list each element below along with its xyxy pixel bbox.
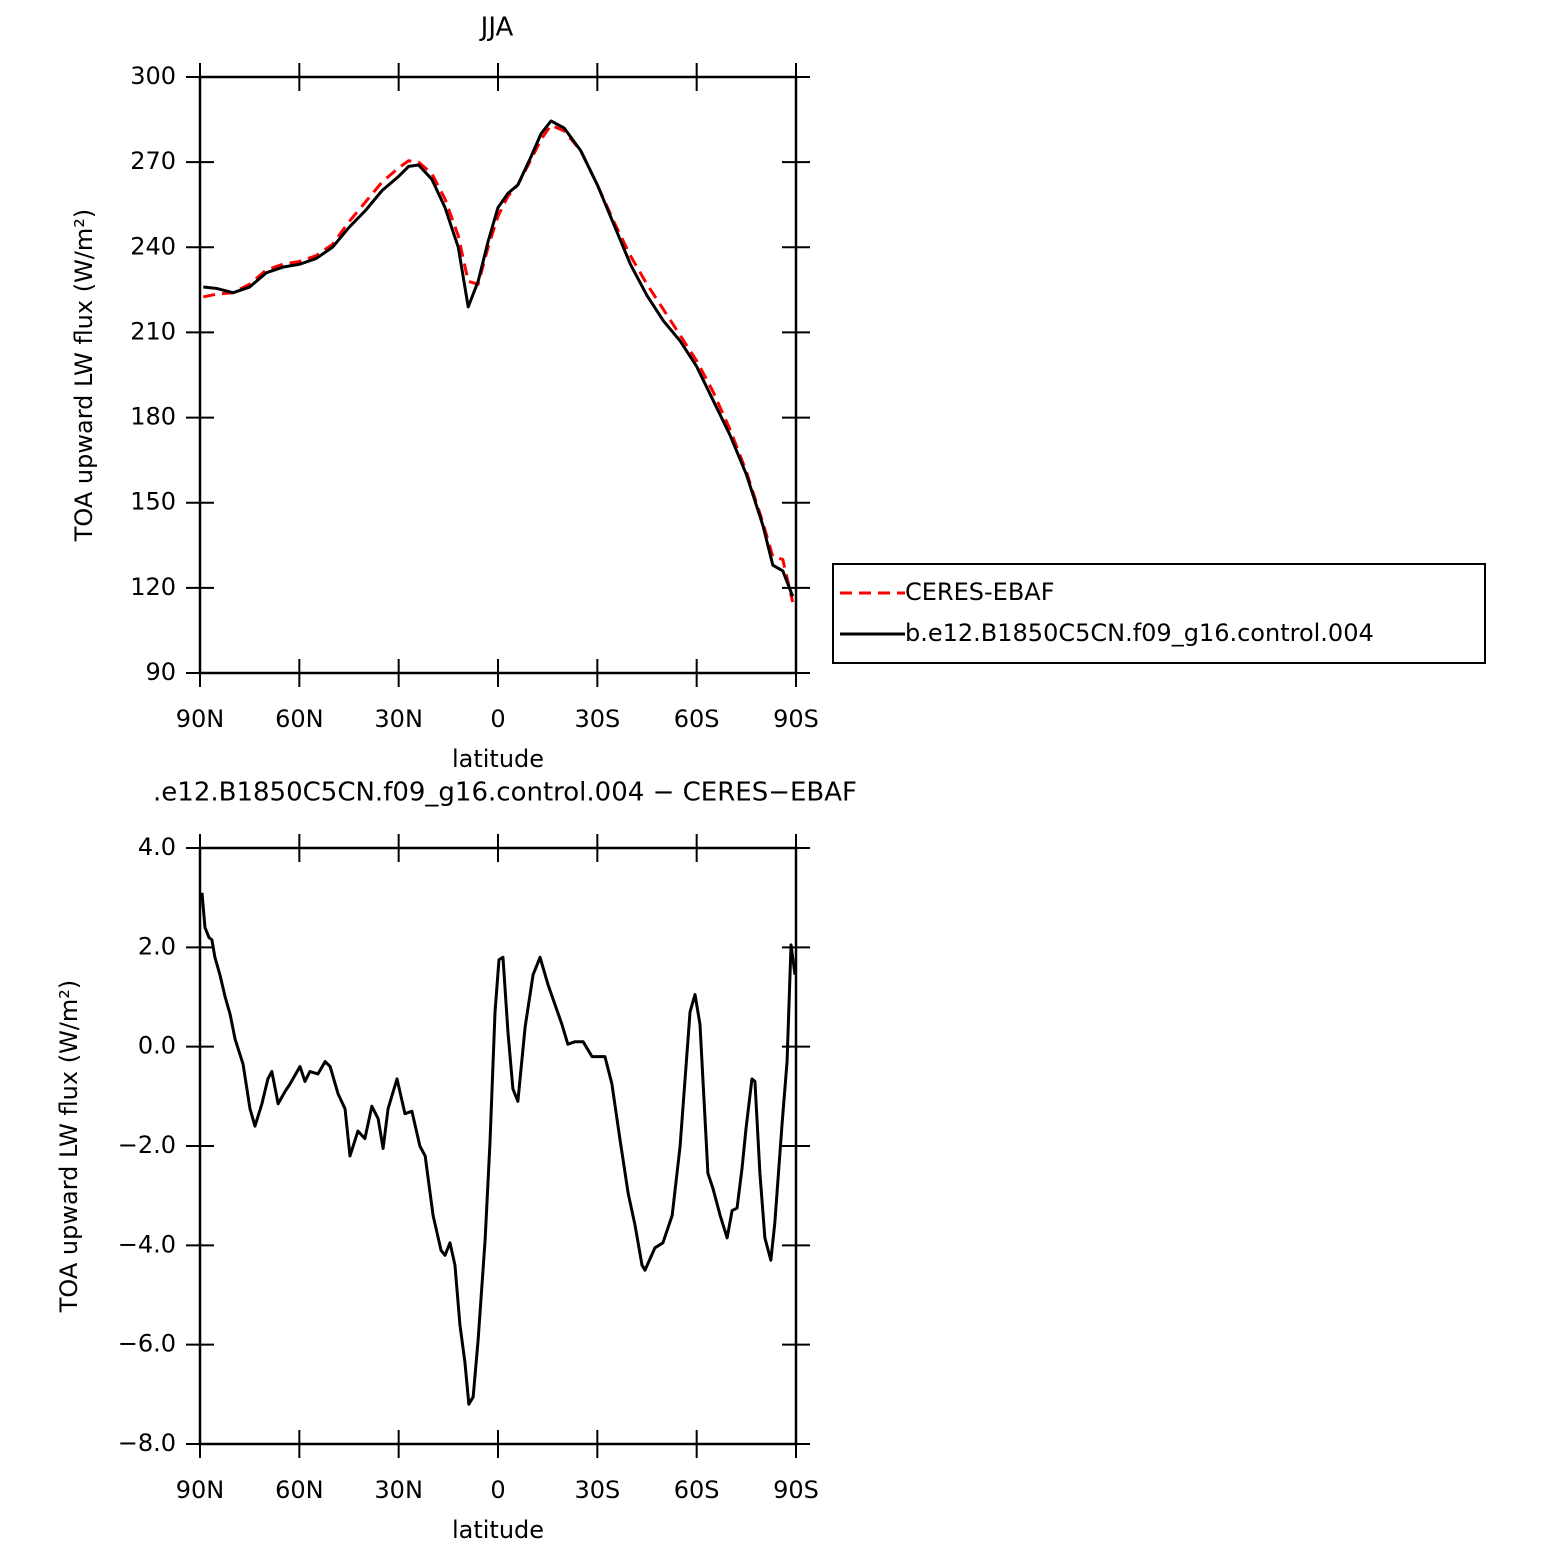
x-axis-label: latitude [452,1516,544,1544]
x-tick-label: 90N [176,705,225,733]
data-line [200,892,797,1406]
y-tick-label: 270 [130,147,176,175]
y-tick-label: 0.0 [138,1032,176,1060]
y-tick-label: 4.0 [138,833,176,861]
data-line [203,119,795,597]
legend-box [832,563,1486,664]
y-tick-label: 2.0 [138,932,176,960]
y-tick-label: −8.0 [118,1429,176,1457]
chart-title: JJA [479,13,514,43]
data-line [202,123,795,603]
x-tick-label: 30S [574,1476,620,1504]
chart-title: .e12.B1850C5CN.f09_g16.control.004 − CER… [153,778,857,808]
x-tick-label: 0 [490,705,505,733]
x-axis-label: latitude [452,745,544,773]
x-tick-label: 60S [674,1476,720,1504]
y-tick-label: 180 [130,403,176,431]
x-tick-label: 30S [574,705,620,733]
y-tick-label: 90 [145,658,176,686]
y-tick-label: 240 [130,232,176,260]
y-tick-label: −4.0 [118,1230,176,1258]
legend-label: CERES-EBAF [905,578,1055,606]
y-axis-label: TOA upward LW flux (W/m²) [55,980,83,1314]
y-tick-label: 210 [130,317,176,345]
x-tick-label: 60N [275,705,324,733]
y-axis-label: TOA upward LW flux (W/m²) [70,209,98,543]
x-tick-label: 90N [176,1476,225,1504]
x-tick-label: 60N [275,1476,324,1504]
legend-label: b.e12.B1850C5CN.f09_g16.control.004 [905,619,1374,647]
x-tick-label: 30N [374,705,423,733]
y-tick-label: 300 [130,62,176,90]
x-tick-label: 90S [773,1476,819,1504]
plot-frame [198,75,798,675]
y-tick-label: −2.0 [118,1131,176,1159]
x-tick-label: 30N [374,1476,423,1504]
x-tick-label: 90S [773,705,819,733]
plot-frame [198,846,798,1446]
y-tick-label: 150 [130,488,176,516]
y-tick-label: 120 [130,573,176,601]
y-tick-label: −6.0 [118,1330,176,1358]
x-tick-label: 0 [490,1476,505,1504]
x-tick-label: 60S [674,705,720,733]
